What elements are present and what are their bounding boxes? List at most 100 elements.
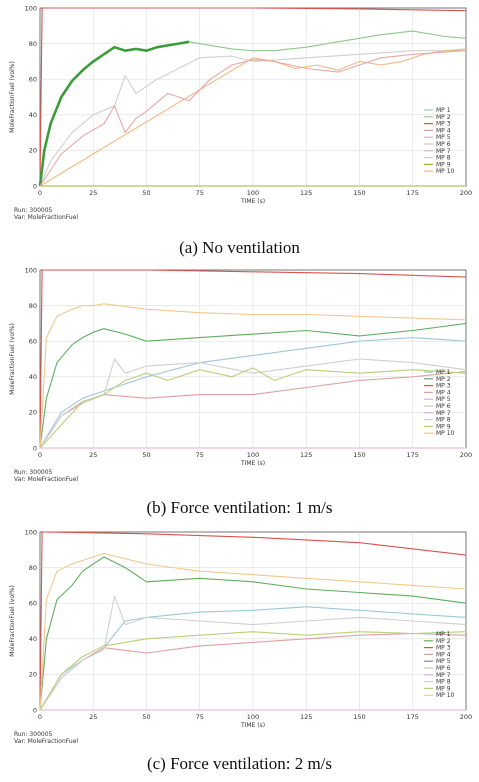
legend-label: MP 6 — [436, 403, 451, 410]
run-info-text: Var: MoleFractionFuel — [14, 476, 78, 483]
series-line-mp-2 — [39, 322, 467, 449]
x-tick-label: 75 — [196, 713, 204, 721]
y-tick-label: 100 — [25, 4, 37, 12]
legend-label: MP 5 — [436, 658, 451, 665]
x-tick-label: 50 — [142, 189, 150, 197]
caption-c: (c) Force ventilation: 2 m/s — [146, 754, 333, 773]
x-tick-label: 50 — [142, 713, 150, 721]
legend-label: MP 8 — [436, 417, 451, 424]
series-line-mp-8 — [39, 595, 467, 711]
y-axis-label: MoleFractionFuel (vol%) — [9, 585, 16, 657]
x-tick-label: 75 — [196, 451, 204, 459]
legend-label: MP 3 — [436, 645, 451, 652]
x-tick-label: 100 — [247, 189, 259, 197]
legend-label: MP 8 — [436, 155, 451, 162]
x-tick-label: 75 — [196, 189, 204, 197]
y-tick-label: 60 — [29, 600, 37, 608]
x-tick-label: 25 — [89, 713, 97, 721]
x-tick-label: 150 — [353, 713, 365, 721]
legend-label: MP 2 — [436, 114, 451, 121]
x-tick-label: 125 — [300, 451, 312, 459]
legend-label: MP 10 — [436, 168, 455, 175]
y-tick-label: 80 — [29, 40, 37, 48]
y-tick-label: 20 — [29, 409, 37, 417]
chart-panel-c: 0 25 50 75 100 125 150 175 200 0 20 40 60 80 100 TIME (… — [0, 524, 479, 782]
x-tick-label: 200 — [460, 713, 472, 721]
y-tick-label: 40 — [29, 111, 37, 119]
series-line-mp-2b — [38, 40, 190, 187]
legend-label: MP 10 — [436, 692, 455, 699]
x-axis-label: TIME (s) — [240, 722, 265, 729]
legend-label: MP 1 — [436, 369, 451, 376]
x-tick-label: 0 — [38, 189, 42, 197]
legend-label: MP 5 — [436, 134, 451, 141]
caption-a: (a) No ventilation — [179, 238, 300, 257]
x-tick-label: 125 — [300, 713, 312, 721]
x-tick-label: 200 — [460, 189, 472, 197]
legend-label: MP 2 — [436, 376, 451, 383]
y-tick-label: 0 — [33, 444, 37, 452]
run-info-text: Run: 300005 — [14, 731, 53, 738]
series-line-mp-9 — [39, 631, 467, 711]
y-tick-label: 0 — [33, 706, 37, 714]
y-tick-label: 60 — [29, 338, 37, 346]
x-tick-label: 200 — [460, 451, 472, 459]
y-tick-label: 20 — [29, 147, 37, 155]
caption-b: (b) Force ventilation: 1 m/s — [146, 498, 333, 517]
y-tick-label: 40 — [29, 635, 37, 643]
series-line-mp-3 — [39, 7, 467, 187]
x-tick-label: 175 — [407, 713, 419, 721]
series-line-mp-2 — [39, 556, 467, 711]
legend-label: MP 2 — [436, 638, 451, 645]
legend-label: MP 3 — [436, 383, 451, 390]
legend-label: MP 5 — [436, 396, 451, 403]
legend-label: MP 4 — [436, 127, 451, 134]
x-tick-label: 125 — [300, 189, 312, 197]
legend-label: MP 4 — [436, 651, 451, 658]
legend-label: MP 1 — [436, 631, 451, 638]
legend-label: MP 9 — [436, 423, 451, 430]
x-tick-label: 150 — [353, 189, 365, 197]
series-line-mp-8 — [39, 50, 466, 187]
legend-label: MP 4 — [436, 389, 451, 396]
x-tick-label: 25 — [89, 451, 97, 459]
legend-label: MP 10 — [436, 430, 455, 437]
y-tick-label: 40 — [29, 373, 37, 381]
legend-label: MP 7 — [436, 410, 451, 417]
x-tick-label: 100 — [247, 451, 259, 459]
chart-panel-b: 0 25 50 75 100 125 150 175 200 0 20 40 60 80 100 TIME (… — [0, 262, 479, 520]
series-line-mp-9 — [39, 367, 467, 449]
x-tick-label: 175 — [407, 451, 419, 459]
series-line-mp-8 — [39, 358, 467, 449]
x-tick-label: 175 — [407, 189, 419, 197]
chart-panel-a: 0 25 50 75 100 125 150 175 200 0 20 40 60 80 100 TIME (… — [0, 0, 479, 258]
y-tick-label: 100 — [25, 266, 37, 274]
legend-label: MP 6 — [436, 665, 451, 672]
run-info-text: Var: MoleFractionFuel — [14, 738, 78, 745]
y-axis-label: MoleFractionFuel (vol%) — [9, 323, 16, 395]
series-line-mp-2c — [189, 30, 467, 52]
legend-label: MP 7 — [436, 148, 451, 155]
series-line-mp-4 — [39, 370, 467, 449]
x-axis-label: TIME (s) — [240, 198, 265, 205]
x-tick-label: 0 — [38, 451, 42, 459]
x-tick-label: 25 — [89, 189, 97, 197]
run-info-text: Var: MoleFractionFuel — [14, 214, 78, 221]
y-tick-label: 0 — [33, 182, 37, 190]
series-line-mp-3 — [39, 269, 467, 449]
y-tick-label: 80 — [29, 564, 37, 572]
x-tick-label: 100 — [247, 713, 259, 721]
y-tick-label: 20 — [29, 671, 37, 679]
x-axis-label: TIME (s) — [240, 460, 265, 467]
x-tick-label: 50 — [142, 451, 150, 459]
series-line-mp-4b — [39, 50, 467, 187]
series-line-mp-10 — [39, 303, 467, 449]
legend-label: MP 3 — [436, 121, 451, 128]
x-tick-label: 150 — [353, 451, 365, 459]
run-info-text: Run: 300005 — [14, 469, 53, 476]
run-info-text: Run: 300005 — [14, 207, 53, 214]
legend-label: MP 7 — [436, 672, 451, 679]
